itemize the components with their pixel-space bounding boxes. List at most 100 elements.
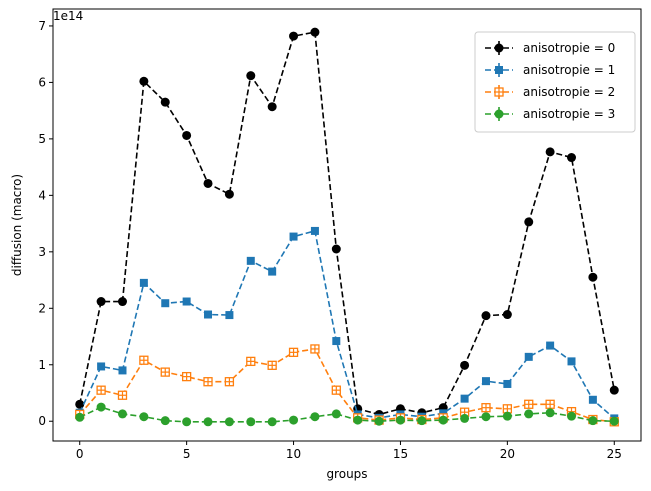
data-point — [75, 412, 85, 422]
y-tick-label: 7 — [38, 19, 46, 33]
legend: anisotropie = 0 anisotropie = 1 anisotropi… — [474, 31, 636, 133]
data-point — [524, 409, 534, 419]
series-line — [78, 31, 616, 416]
data-point — [460, 394, 469, 403]
data-point — [310, 27, 320, 37]
data-point — [588, 416, 598, 426]
data-point — [545, 399, 555, 409]
data-point — [225, 311, 234, 320]
data-point — [96, 402, 106, 412]
data-point — [224, 189, 234, 199]
x-tick-label: 0 — [76, 447, 84, 461]
data-point — [588, 395, 597, 404]
data-point — [524, 217, 534, 227]
y-axis-label: diffusion (macro) — [10, 174, 24, 276]
data-point — [524, 399, 534, 409]
data-point — [331, 409, 341, 419]
data-point — [267, 360, 277, 370]
data-point — [288, 347, 299, 357]
data-point — [567, 357, 576, 366]
data-point — [246, 256, 255, 265]
data-point — [588, 272, 598, 282]
data-point — [546, 341, 555, 350]
data-point — [310, 344, 320, 354]
data-point — [182, 417, 192, 427]
data-point — [246, 356, 256, 367]
data-point — [160, 416, 170, 426]
legend-entry: anisotropie = 3 — [485, 107, 615, 121]
legend-label: anisotropie = 2 — [523, 85, 615, 99]
data-point — [117, 409, 127, 419]
data-point — [224, 417, 234, 427]
data-point — [181, 371, 192, 382]
data-point — [139, 278, 148, 287]
x-tick-label: 10 — [286, 447, 301, 461]
legend-entry: anisotropie = 0 — [485, 41, 615, 55]
data-point — [160, 97, 170, 107]
data-point — [289, 415, 299, 425]
data-point — [246, 417, 256, 427]
data-point — [97, 362, 106, 371]
data-point — [289, 232, 298, 241]
data-point — [481, 412, 491, 422]
data-point — [203, 178, 213, 188]
data-point — [75, 399, 85, 409]
data-point — [567, 411, 577, 421]
series-line — [79, 229, 615, 420]
data-point — [203, 417, 213, 427]
data-point — [545, 408, 555, 418]
data-point — [374, 416, 384, 426]
data-point — [332, 337, 341, 346]
data-point — [353, 415, 363, 425]
data-point — [117, 297, 127, 307]
data-point — [267, 417, 277, 427]
data-point — [310, 226, 319, 235]
x-tick-label: 25 — [607, 447, 622, 461]
data-point — [545, 147, 555, 157]
data-point — [182, 130, 192, 140]
data-point — [438, 415, 448, 425]
data-point — [268, 267, 277, 276]
series-3 — [75, 402, 619, 427]
x-axis: 0 5 10 15 20 25 — [76, 441, 622, 461]
data-point — [182, 297, 191, 306]
data-point — [502, 310, 512, 320]
data-point — [609, 385, 619, 395]
data-point — [96, 297, 106, 307]
legend-label: anisotropie = 1 — [523, 63, 615, 77]
legend-label: anisotropie = 3 — [523, 107, 615, 121]
data-point — [139, 355, 149, 365]
data-point — [567, 153, 577, 163]
data-point — [139, 412, 149, 422]
data-point — [460, 360, 470, 370]
legend-entry: anisotropie = 1 — [485, 63, 615, 77]
data-point — [331, 385, 341, 395]
data-point — [117, 390, 128, 400]
legend-label: anisotropie = 0 — [523, 41, 615, 55]
x-tick-label: 5 — [183, 447, 191, 461]
y-axis: 0 1 2 3 4 5 6 7 — [38, 19, 53, 428]
data-point — [460, 413, 470, 423]
y-offset-label: 1e14 — [53, 9, 83, 23]
legend-box — [474, 31, 636, 133]
series-layer — [75, 27, 619, 427]
plot-frame — [52, 8, 642, 442]
data-point — [267, 102, 277, 112]
data-point — [503, 379, 512, 388]
x-tick-label: 15 — [393, 447, 408, 461]
data-point — [481, 311, 491, 321]
series-0 — [75, 27, 619, 419]
data-point — [481, 377, 490, 386]
legend-entry: anisotropie = 2 — [485, 85, 615, 99]
data-point — [395, 415, 405, 425]
y-tick-label: 6 — [38, 75, 46, 89]
data-point — [160, 367, 170, 377]
y-tick-label: 3 — [38, 245, 46, 259]
data-point — [417, 416, 427, 426]
data-point — [502, 404, 513, 414]
data-point — [310, 412, 320, 422]
data-point — [609, 416, 619, 426]
x-axis-label: groups — [326, 467, 367, 481]
data-point — [96, 385, 106, 395]
data-point — [224, 377, 235, 387]
